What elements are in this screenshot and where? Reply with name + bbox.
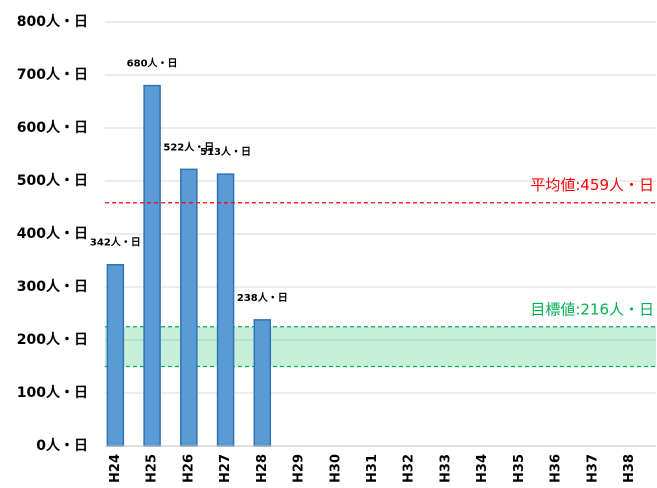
bar bbox=[143, 84, 161, 447]
x-tick-label: H36 bbox=[549, 454, 564, 483]
y-tick-label: 200人・日 bbox=[17, 331, 88, 348]
y-tick-label: 100人・日 bbox=[17, 384, 88, 401]
bar bbox=[180, 168, 198, 447]
y-tick-label: 700人・日 bbox=[17, 66, 88, 83]
x-tick-label: H27 bbox=[218, 454, 233, 483]
y-tick-label: 600人・日 bbox=[17, 119, 88, 136]
x-tick-label: H26 bbox=[181, 454, 196, 483]
x-tick-label: H34 bbox=[475, 454, 490, 483]
bar bbox=[216, 173, 235, 447]
y-tick-label: 500人・日 bbox=[17, 172, 88, 189]
reference-label: 平均値:459人・日 bbox=[530, 176, 654, 194]
value-label: 238人・日 bbox=[237, 291, 288, 304]
x-tick-label: H28 bbox=[255, 454, 270, 483]
value-label: 680人・日 bbox=[127, 57, 178, 70]
x-tick-label: H38 bbox=[622, 454, 637, 483]
x-tick-label: H24 bbox=[108, 454, 123, 483]
value-label: 522人・日 bbox=[163, 140, 214, 153]
target-label: 目標値:216人・日 bbox=[530, 300, 654, 318]
bar bbox=[253, 319, 272, 447]
x-tick-label: H31 bbox=[365, 454, 380, 483]
y-tick-label: 0人・日 bbox=[36, 437, 88, 454]
x-tick-label: H30 bbox=[328, 454, 343, 483]
bar bbox=[106, 263, 125, 447]
x-tick-label: H37 bbox=[585, 454, 600, 483]
y-tick-label: 400人・日 bbox=[17, 225, 88, 242]
x-tick-label: H32 bbox=[402, 454, 417, 483]
y-tick-label: 300人・日 bbox=[17, 278, 88, 295]
x-tick-label: H35 bbox=[512, 454, 527, 483]
y-tick-label: 800人・日 bbox=[17, 13, 88, 30]
x-tick-label: H29 bbox=[292, 454, 307, 483]
value-label: 342人・日 bbox=[90, 236, 141, 249]
x-tick-label: H25 bbox=[145, 454, 160, 483]
value-label: 513人・日 bbox=[200, 145, 251, 158]
x-tick-label: H33 bbox=[438, 454, 453, 483]
